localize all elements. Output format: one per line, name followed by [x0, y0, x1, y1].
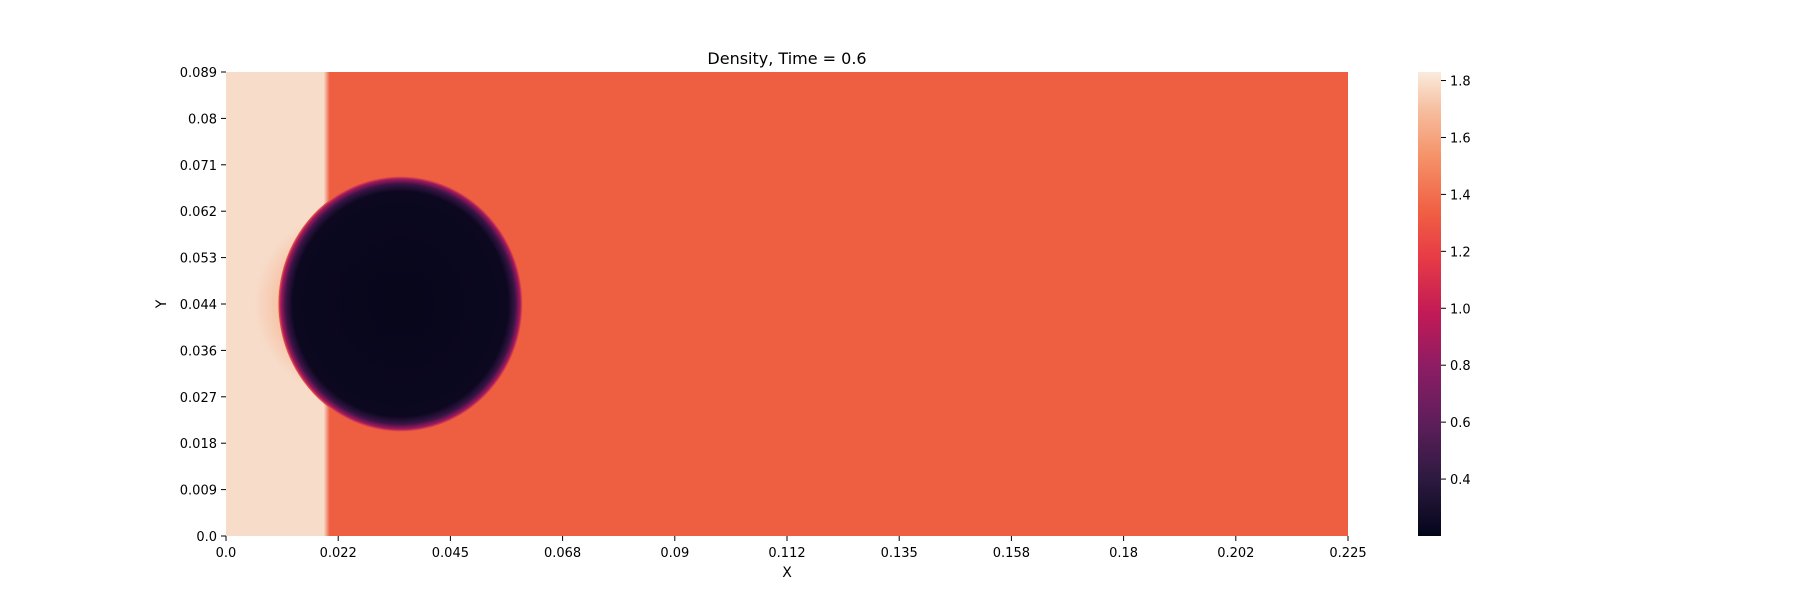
x-tick-label: 0.0 [216, 546, 237, 561]
colorbar-tick-label: 0.8 [1450, 359, 1471, 374]
colorbar-tick-label: 1.0 [1450, 302, 1471, 317]
x-tick-label: 0.225 [1329, 546, 1366, 561]
y-tick-label: 0.08 [188, 112, 217, 127]
low-density-bubble [278, 176, 523, 432]
heatmap-plot-area [226, 72, 1348, 536]
colorbar-tick-label: 0.4 [1450, 473, 1471, 488]
colorbar: 0.4 0.6 0.8 1.0 1.2 1.4 1.6 1.8 [1418, 72, 1471, 536]
x-tick-label: 0.135 [881, 546, 918, 561]
y-tick-label: 0.018 [180, 437, 217, 452]
y-axis-label: Y [154, 299, 170, 309]
y-tick-label: 0.071 [180, 159, 217, 174]
chart-title: Density, Time = 0.6 [707, 49, 866, 68]
x-tick-label: 0.202 [1217, 546, 1254, 561]
y-tick-label: 0.009 [180, 484, 217, 499]
y-tick-label: 0.089 [180, 66, 217, 81]
x-tick-label: 0.022 [320, 546, 357, 561]
x-tick-label: 0.045 [432, 546, 469, 561]
colorbar-ticks: 0.4 0.6 0.8 1.0 1.2 1.4 1.6 1.8 [1441, 75, 1471, 488]
colorbar-tick-label: 1.4 [1450, 188, 1471, 203]
x-tick-label: 0.158 [993, 546, 1030, 561]
y-tick-label: 0.053 [180, 252, 217, 267]
y-tick-label: 0.044 [180, 298, 217, 313]
y-tick-label: 0.036 [180, 344, 217, 359]
colorbar-tick-label: 1.2 [1450, 245, 1471, 260]
y-tick-label: 0.0 [196, 530, 217, 545]
colorbar-tick-label: 0.6 [1450, 416, 1471, 431]
x-tick-label: 0.09 [660, 546, 689, 561]
y-axis: 0.0 0.009 0.018 0.027 0.036 0.044 0.053 0.062 0.… [180, 66, 226, 545]
y-tick-label: 0.027 [180, 391, 217, 406]
colorbar-tick-label: 1.6 [1450, 131, 1471, 146]
x-tick-label: 0.18 [1109, 546, 1138, 561]
x-tick-label: 0.068 [544, 546, 581, 561]
x-tick-label: 0.112 [768, 546, 805, 561]
colorbar-tick-label: 1.8 [1450, 75, 1471, 90]
x-axis: 0.0 0.022 0.045 0.068 0.09 0.112 0.135 0.158 0.1… [216, 536, 1367, 561]
colorbar-gradient [1418, 72, 1441, 536]
x-axis-label: X [782, 565, 792, 581]
y-tick-label: 0.062 [180, 205, 217, 220]
